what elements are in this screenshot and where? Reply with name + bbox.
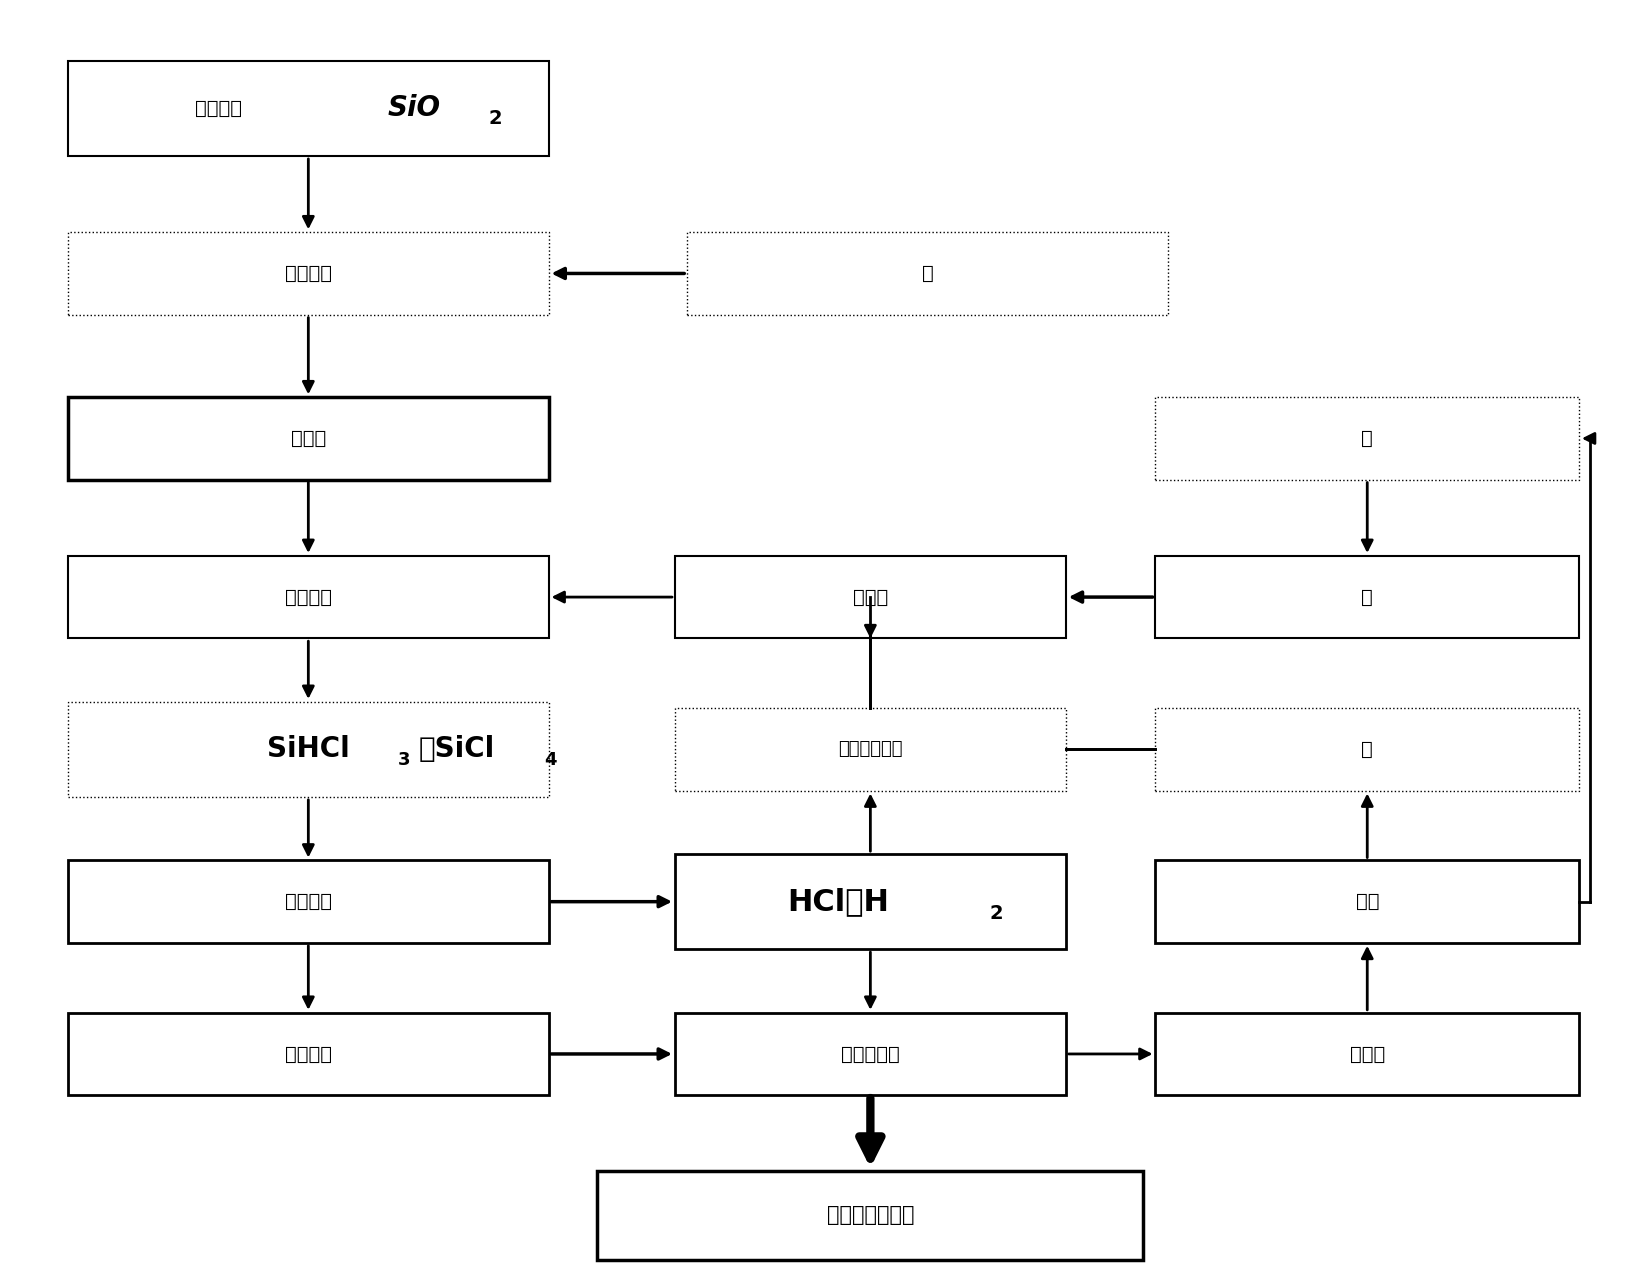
Text: 硅石等的: 硅石等的 (196, 99, 242, 118)
Text: 锌: 锌 (1362, 740, 1374, 758)
Bar (1155, 398, 1579, 480)
Text: 分离提纯工序: 分离提纯工序 (838, 740, 902, 758)
Text: 氯化氢: 氯化氢 (853, 588, 887, 607)
Bar (67, 232, 549, 314)
Bar (1155, 861, 1579, 943)
Bar (1155, 556, 1579, 639)
Text: 电解: 电解 (1355, 892, 1378, 911)
Text: 太阳能电池用硅: 太阳能电池用硅 (826, 1205, 914, 1225)
Bar (675, 1012, 1066, 1096)
Bar (1155, 708, 1579, 790)
Text: 2: 2 (989, 903, 1002, 922)
Text: HCl、H: HCl、H (787, 887, 889, 916)
Bar (67, 702, 549, 797)
Bar (67, 861, 549, 943)
Bar (1155, 1012, 1579, 1096)
Bar (675, 854, 1066, 949)
Text: 氯: 氯 (1362, 429, 1374, 448)
Bar (675, 556, 1066, 639)
Text: SiO: SiO (388, 95, 440, 122)
Bar (67, 398, 549, 480)
Bar (67, 1012, 549, 1096)
Text: SiHCl: SiHCl (266, 735, 350, 763)
Text: 3: 3 (398, 751, 411, 769)
Text: 、SiCl: 、SiCl (419, 735, 495, 763)
Text: 碳: 碳 (922, 264, 933, 284)
Bar (675, 708, 1066, 790)
Bar (67, 60, 549, 157)
Text: 还原工序: 还原工序 (284, 264, 332, 284)
Text: 蒸馏工序: 蒸馏工序 (284, 892, 332, 911)
Bar (598, 1170, 1144, 1260)
Bar (687, 232, 1168, 314)
Text: 氯化工序: 氯化工序 (284, 588, 332, 607)
Text: 4: 4 (544, 751, 557, 769)
Text: 锌还原反应: 锌还原反应 (841, 1044, 900, 1064)
Text: 氢: 氢 (1362, 588, 1374, 607)
Text: 2: 2 (490, 109, 503, 128)
Text: 金属硅: 金属硅 (291, 429, 325, 448)
Text: 四氯化硅: 四氯化硅 (284, 1044, 332, 1064)
Bar (67, 556, 549, 639)
Text: 氧化锌: 氧化锌 (1349, 1044, 1385, 1064)
